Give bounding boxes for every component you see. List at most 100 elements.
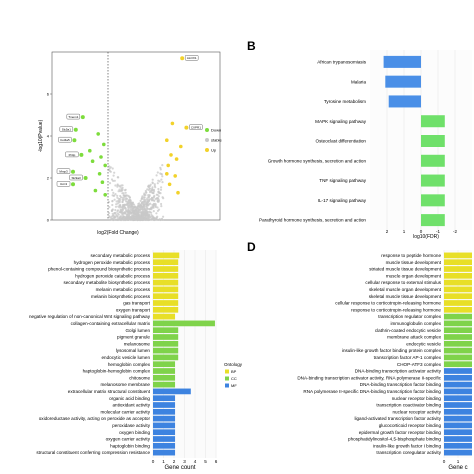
volcano-stable-point bbox=[131, 215, 134, 218]
go-c-category-label: oxygen carrier activity bbox=[106, 437, 151, 442]
volcano-stable-point bbox=[138, 202, 141, 205]
volcano-stable-point bbox=[139, 213, 142, 216]
go-d-category-label: ligand-activated transcription factor ac… bbox=[354, 416, 441, 421]
kegg-bar bbox=[421, 115, 445, 128]
volcano-stable-point bbox=[135, 207, 138, 210]
go-c-category-label: Golgi lumen bbox=[125, 328, 150, 333]
volcano-stable-point bbox=[121, 207, 124, 210]
go-c-category-label: peroxidase activity bbox=[112, 423, 150, 428]
volcano-stable-point bbox=[135, 212, 138, 215]
go-d-bar bbox=[444, 306, 472, 313]
volcano-stable-point bbox=[109, 166, 112, 169]
go-c-category-label: haptoglobin-hemoglobin complex bbox=[83, 369, 151, 374]
go-c-x-tick-label: 5 bbox=[204, 459, 207, 464]
volcano-legend-swatch bbox=[205, 138, 209, 142]
kegg-category-label: Growth hormone synthesis, secretion and … bbox=[268, 158, 367, 163]
volcano-label-box bbox=[58, 136, 72, 143]
go-c-category-label: oxidoreductase activity, acting on perox… bbox=[39, 416, 151, 421]
volcano-y-tick-label: 2 bbox=[47, 176, 50, 181]
volcano-labeled-point bbox=[180, 56, 185, 61]
volcano-label-box bbox=[56, 181, 71, 187]
go-c-bar bbox=[153, 293, 179, 300]
go-d-category-label: epidermal growth factor receptor binding bbox=[359, 430, 442, 435]
go-d-bar bbox=[444, 395, 472, 402]
kegg-x-ticks: 2 1 0 -1 -2 bbox=[386, 229, 458, 234]
volcano-down-point bbox=[103, 193, 107, 197]
volcano-stable-point bbox=[154, 186, 157, 189]
volcano-stable-point bbox=[121, 214, 124, 217]
volcano-stable-point bbox=[124, 218, 127, 221]
volcano-stable-point bbox=[124, 188, 127, 191]
volcano-stable-point bbox=[112, 191, 115, 194]
kegg-category-label: Parathyroid hormone synthesis, secretion… bbox=[259, 218, 366, 223]
go-c-legend-swatch bbox=[225, 383, 229, 388]
volcano-stable-point bbox=[132, 206, 135, 209]
go-c-bars bbox=[153, 252, 215, 456]
volcano-stable-point bbox=[149, 216, 152, 219]
kegg-bar bbox=[421, 194, 445, 207]
go-c-legend-entry: CC bbox=[231, 376, 237, 381]
volcano-stable-point bbox=[108, 206, 111, 209]
volcano-point-label: Ucn3 bbox=[60, 182, 67, 186]
volcano-stable-point bbox=[118, 204, 122, 207]
go-c-category-label: melanin metabolic process bbox=[96, 287, 151, 292]
volcano-stable-point bbox=[147, 184, 150, 187]
go-c-bar bbox=[153, 436, 176, 442]
go-d-bar bbox=[444, 368, 472, 374]
volcano-stable-point bbox=[146, 210, 149, 213]
volcano-stable-point bbox=[156, 171, 159, 174]
volcano-stable-point bbox=[160, 202, 163, 206]
volcano-stable-point bbox=[109, 218, 112, 222]
volcano-stable-point bbox=[143, 204, 146, 207]
go-d-bar bbox=[444, 381, 472, 388]
volcano-stable-point bbox=[107, 212, 111, 215]
volcano-stable-point bbox=[121, 209, 124, 212]
kegg-category-labels: African trypanosomiasis Malaria Tyrosine m… bbox=[259, 59, 367, 222]
volcano-stable-point bbox=[153, 183, 156, 186]
kegg-category-label: IL-17 signaling pathway bbox=[318, 198, 367, 203]
go-c-legend: Ontology BP CC MF bbox=[224, 362, 243, 388]
volcano-stable-point bbox=[111, 203, 114, 207]
volcano-stable-point bbox=[151, 181, 154, 184]
volcano-stable-point bbox=[123, 212, 126, 215]
volcano-stable-point bbox=[161, 175, 164, 178]
go-d-category-label: response to corticotropin-releasing horm… bbox=[351, 307, 441, 312]
volcano-labeled-point bbox=[73, 127, 78, 132]
volcano-stable-point bbox=[147, 195, 150, 199]
panel-b-kegg: B African trypanosomiasis Malaria Tyrosine… bbox=[247, 39, 472, 240]
volcano-label-box bbox=[66, 113, 81, 120]
volcano-up-point bbox=[167, 182, 172, 187]
volcano-labeled-point bbox=[71, 182, 75, 187]
volcano-stable-point bbox=[154, 197, 157, 201]
volcano-stable-point bbox=[155, 212, 158, 215]
go-d-bar bbox=[444, 334, 472, 340]
volcano-up-point bbox=[166, 163, 170, 168]
panel-b-label: B bbox=[247, 39, 256, 53]
kegg-category-label: Malaria bbox=[351, 79, 367, 84]
volcano-stable-point bbox=[161, 181, 164, 184]
volcano-stable-point bbox=[149, 190, 152, 193]
volcano-labeled-point bbox=[71, 169, 75, 174]
volcano-stable-point bbox=[112, 214, 115, 217]
go-c-bar bbox=[153, 272, 179, 279]
volcano-stable-point bbox=[159, 218, 162, 221]
volcano-stable-point bbox=[139, 199, 142, 202]
kegg-category-label: Tyrosine metabolism bbox=[324, 99, 366, 104]
volcano-stable-point bbox=[144, 189, 147, 193]
kegg-category-label: Osteoclast differentiation bbox=[316, 139, 367, 144]
volcano-stable-point bbox=[160, 186, 163, 189]
volcano-stable-point bbox=[133, 212, 136, 215]
go-c-legend-entry: MF bbox=[231, 383, 237, 388]
go-c-bar bbox=[153, 266, 179, 272]
volcano-stable-point bbox=[151, 198, 154, 201]
volcano-stable-point bbox=[156, 209, 159, 212]
volcano-y-tick-label: 4 bbox=[47, 134, 50, 139]
volcano-stable-point bbox=[122, 194, 126, 197]
volcano-stable-point bbox=[136, 218, 139, 222]
volcano-stable-point bbox=[146, 204, 150, 207]
volcano-stable-point bbox=[111, 167, 114, 170]
volcano-stable-point bbox=[112, 174, 115, 177]
volcano-stable-point bbox=[113, 198, 116, 201]
go-d-x-label: Gene c bbox=[448, 465, 467, 471]
go-d-x-tick-label: 0 bbox=[443, 459, 446, 464]
